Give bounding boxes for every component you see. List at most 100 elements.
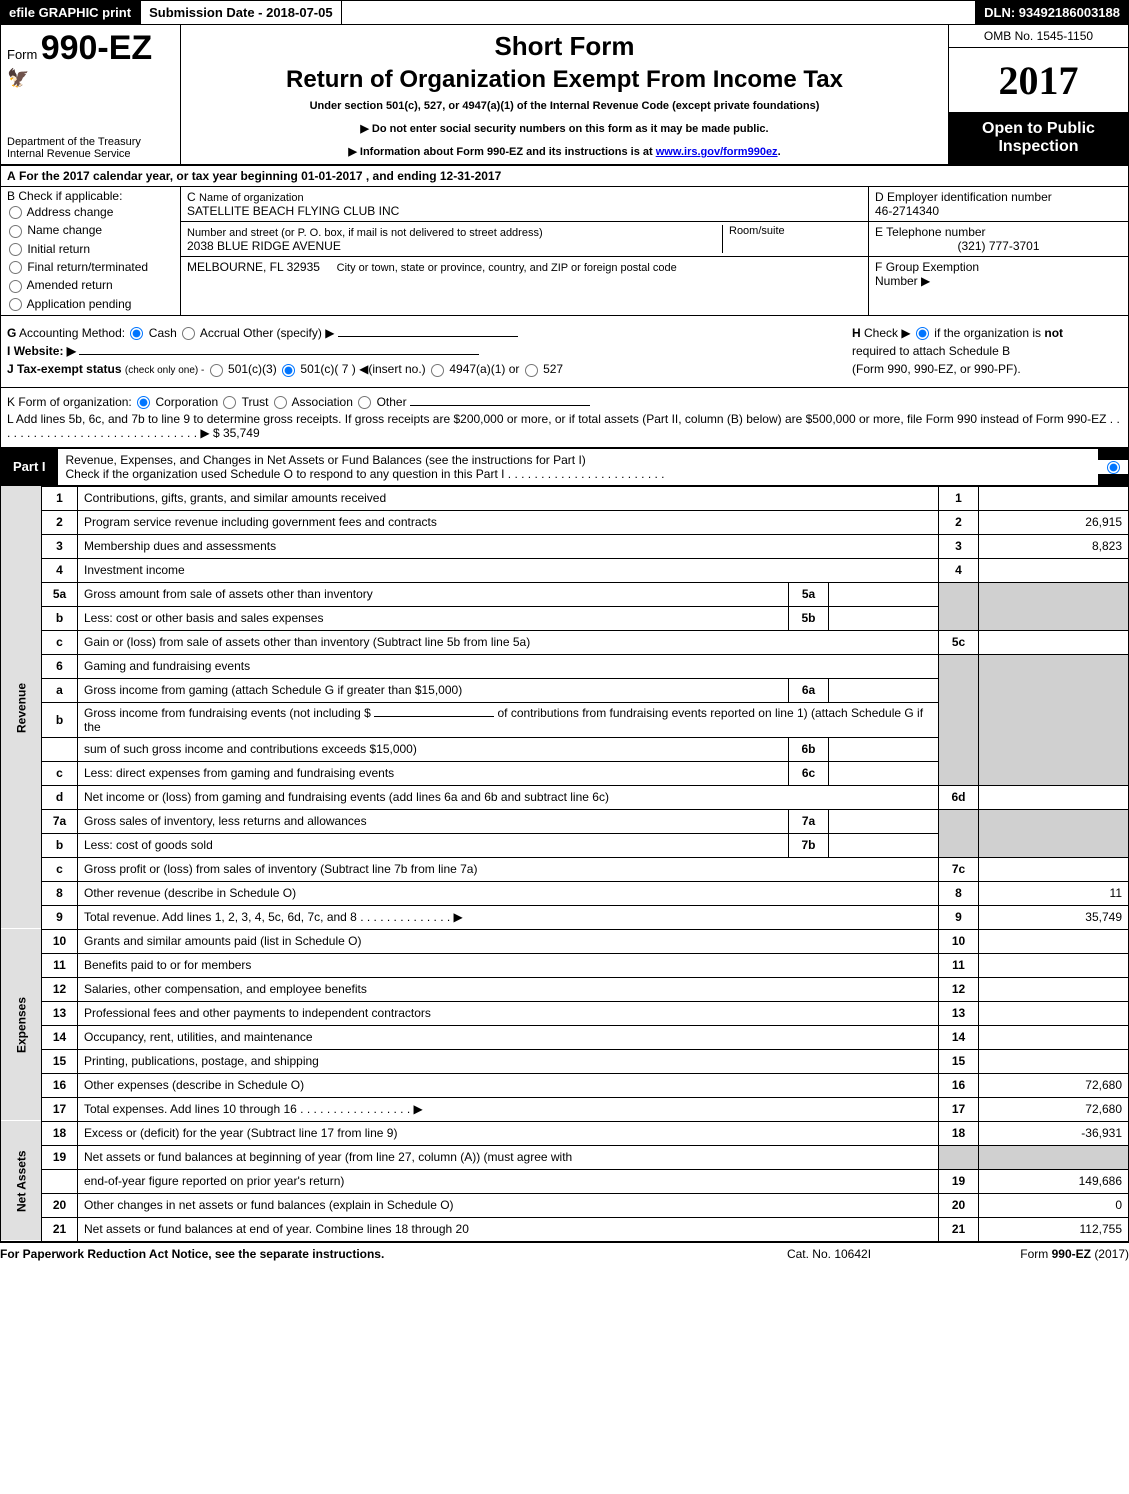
- line-7ab-amtshade: [979, 809, 1129, 857]
- table-row: d Net income or (loss) from gaming and f…: [1, 785, 1129, 809]
- line-2-amt: 26,915: [979, 510, 1129, 534]
- chk-name-change[interactable]: [9, 225, 22, 238]
- radio-schedule-b[interactable]: [916, 327, 929, 340]
- radio-corporation[interactable]: [137, 396, 150, 409]
- table-row: 4 Investment income 4: [1, 558, 1129, 582]
- j-o2: 501(c)( 7 ) ◀(insert no.): [300, 362, 425, 376]
- line-3-no: 3: [42, 534, 78, 558]
- org-address: 2038 BLUE RIDGE AVENUE: [187, 239, 722, 253]
- opt-application-pending: Application pending: [27, 297, 132, 311]
- line-8-desc: Other revenue (describe in Schedule O): [78, 881, 939, 905]
- part1-label: Part I: [1, 455, 58, 478]
- radio-501c[interactable]: [282, 364, 295, 377]
- d-label: D: [875, 190, 884, 204]
- line-21-no: 21: [42, 1217, 78, 1241]
- l-label: L: [7, 412, 13, 426]
- h-text4: (Form 990, 990-EZ, or 990-PF).: [852, 362, 1122, 376]
- line-1-num: 1: [939, 486, 979, 510]
- footer-right-pre: Form: [1020, 1247, 1051, 1261]
- line-6c-no: c: [42, 761, 78, 785]
- k-o1: Corporation: [155, 395, 218, 409]
- opt-name-change: Name change: [27, 223, 102, 237]
- radio-accrual[interactable]: [182, 327, 195, 340]
- side-netassets: Net Assets: [1, 1121, 42, 1241]
- chk-final-return[interactable]: [9, 261, 22, 274]
- form-number: 990-EZ: [41, 29, 153, 67]
- table-row: 15 Printing, publications, postage, and …: [1, 1049, 1129, 1073]
- i-label: I: [7, 344, 10, 358]
- k-o4: Other: [377, 395, 407, 409]
- line-21-desc: Net assets or fund balances at end of ye…: [78, 1217, 939, 1241]
- line-16-desc: Other expenses (describe in Schedule O): [78, 1073, 939, 1097]
- line-16-num: 16: [939, 1073, 979, 1097]
- line-7a-no: 7a: [42, 809, 78, 833]
- line-7ab-numshade: [939, 809, 979, 857]
- radio-trust[interactable]: [223, 396, 236, 409]
- open-line1: Open to Public: [953, 120, 1124, 138]
- line-7b-subval: [829, 833, 939, 857]
- line-12-no: 12: [42, 977, 78, 1001]
- line-6b2-desc: sum of such gross income and contributio…: [78, 737, 789, 761]
- l-amt: 35,749: [223, 426, 260, 440]
- instructions-link[interactable]: www.irs.gov/form990ez: [656, 146, 778, 158]
- table-row: end-of-year figure reported on prior yea…: [1, 1169, 1129, 1193]
- table-row: 7a Gross sales of inventory, less return…: [1, 809, 1129, 833]
- c-addr-lbl: Number and street (or P. O. box, if mail…: [187, 227, 543, 239]
- table-row: 6 Gaming and fundraising events: [1, 654, 1129, 678]
- org-city: MELBOURNE, FL 32935: [187, 260, 320, 274]
- line-20-amt: 0: [979, 1193, 1129, 1217]
- a-text-pre: For the 2017 calendar year, or tax year …: [19, 169, 301, 183]
- line-6-no: 6: [42, 654, 78, 678]
- short-form-title: Short Form: [191, 31, 938, 62]
- table-row: 12 Salaries, other compensation, and emp…: [1, 977, 1129, 1001]
- chk-initial-return[interactable]: [9, 243, 22, 256]
- table-row: 2 Program service revenue including gove…: [1, 510, 1129, 534]
- opt-address-change: Address change: [27, 205, 114, 219]
- a-end: 12-31-2017: [440, 169, 501, 183]
- l-amt-pre: ▶ $: [200, 426, 223, 440]
- radio-4947[interactable]: [431, 364, 444, 377]
- chk-amended-return[interactable]: [9, 280, 22, 293]
- radio-other-org[interactable]: [358, 396, 371, 409]
- radio-cash[interactable]: [130, 327, 143, 340]
- chk-application-pending[interactable]: [9, 298, 22, 311]
- line-13-desc: Professional fees and other payments to …: [78, 1001, 939, 1025]
- line-6c-subval: [829, 761, 939, 785]
- line-7b-sub: 7b: [789, 833, 829, 857]
- line-15-amt: [979, 1049, 1129, 1073]
- line-13-num: 13: [939, 1001, 979, 1025]
- radio-association[interactable]: [274, 396, 287, 409]
- row-a: A For the 2017 calendar year, or tax yea…: [0, 164, 1129, 187]
- ein-value: 46-2714340: [875, 204, 1122, 218]
- radio-527[interactable]: [525, 364, 538, 377]
- line-19-no: 19: [42, 1145, 78, 1169]
- arrow-line-1: ▶ Do not enter social security numbers o…: [191, 122, 938, 135]
- line-5b-sub: 5b: [789, 606, 829, 630]
- line-14-num: 14: [939, 1025, 979, 1049]
- line-15-num: 15: [939, 1049, 979, 1073]
- f-label: F: [875, 260, 882, 274]
- part1-checkbox[interactable]: [1107, 461, 1120, 474]
- footer-mid: Cat. No. 10642I: [729, 1247, 929, 1261]
- table-row: Expenses 10 Grants and similar amounts p…: [1, 929, 1129, 953]
- line-3-amt: 8,823: [979, 534, 1129, 558]
- chk-address-change[interactable]: [9, 206, 22, 219]
- line-19-amtshade: [979, 1145, 1129, 1169]
- dept-line2: Internal Revenue Service: [7, 148, 174, 160]
- e-label: E: [875, 225, 883, 239]
- website-blank: [79, 354, 479, 355]
- line-6b-blank: [374, 716, 494, 717]
- opt-final-return: Final return/terminated: [27, 260, 148, 274]
- line-5c-no: c: [42, 630, 78, 654]
- table-row: c Gross profit or (loss) from sales of i…: [1, 857, 1129, 881]
- line-10-desc: Grants and similar amounts paid (list in…: [78, 929, 939, 953]
- footer-left: For Paperwork Reduction Act Notice, see …: [0, 1247, 729, 1261]
- table-row: 21 Net assets or fund balances at end of…: [1, 1217, 1129, 1241]
- radio-501c3[interactable]: [210, 364, 223, 377]
- line-7c-no: c: [42, 857, 78, 881]
- line-19-desc: Net assets or fund balances at beginning…: [78, 1145, 939, 1169]
- table-row: 20 Other changes in net assets or fund b…: [1, 1193, 1129, 1217]
- opt-amended-return: Amended return: [27, 278, 113, 292]
- efile-label: efile GRAPHIC print: [0, 0, 140, 25]
- line-9-amt: 35,749: [979, 905, 1129, 929]
